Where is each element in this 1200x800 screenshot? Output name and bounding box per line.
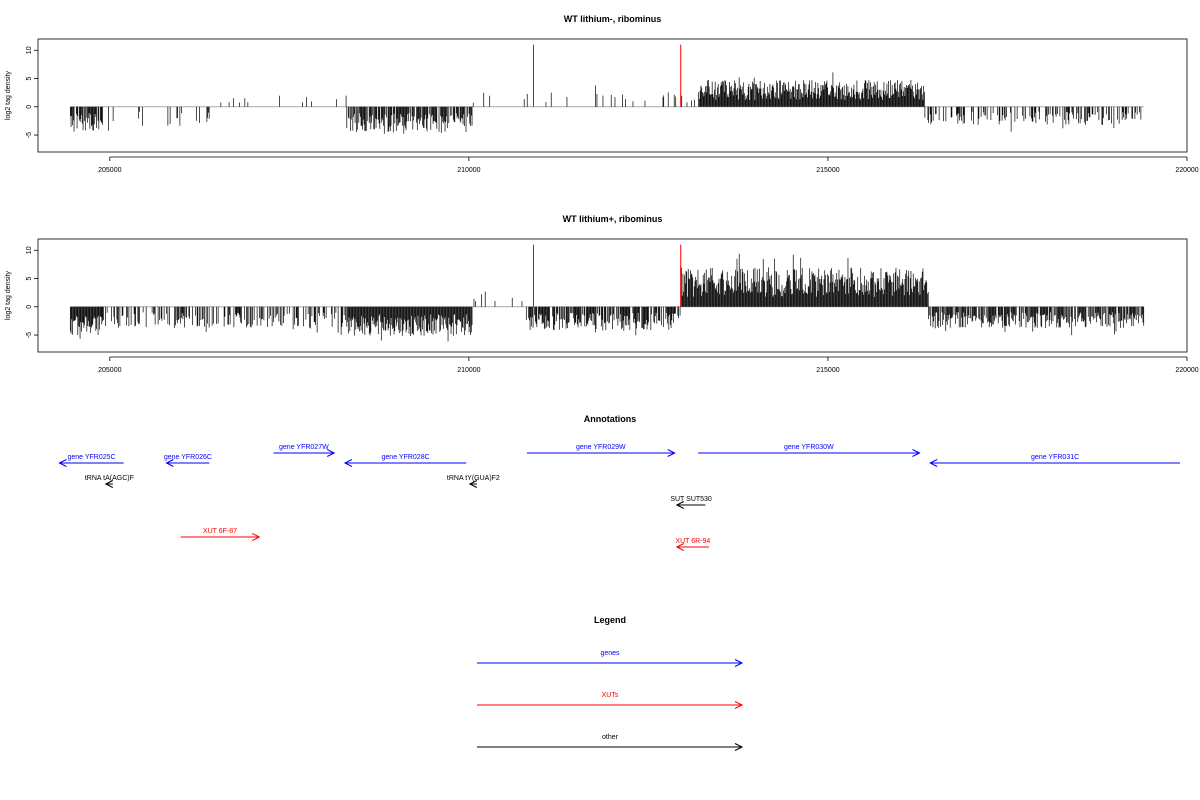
legend-item: other xyxy=(477,734,744,751)
legend-label: genes xyxy=(600,650,620,657)
annotation-feature: gene YFR030W xyxy=(698,444,921,457)
y-tick-label: 5 xyxy=(26,77,33,81)
x-tick-label: 215000 xyxy=(816,167,839,174)
feature-label: gene YFR025C xyxy=(67,454,115,461)
y-tick-label: 10 xyxy=(26,46,33,54)
y-axis-label: log2 tag density xyxy=(5,70,12,120)
annotation-feature: tRNA tY(GUA)F2 xyxy=(447,475,500,488)
y-tick-label: 10 xyxy=(26,246,33,254)
feature-label: gene YFR028C xyxy=(382,454,430,461)
feature-label: tRNA tA(AGC)F xyxy=(85,475,134,482)
feature-label: XUT 6F-87 xyxy=(203,528,237,535)
annotation-feature: gene YFR029W xyxy=(526,444,676,457)
arrow-head xyxy=(929,459,938,467)
annotation-feature: gene YFR027W xyxy=(273,444,336,457)
legend-panel: Legend genes XUTs other xyxy=(477,615,744,751)
annotation-feature: gene YFR031C xyxy=(929,454,1180,467)
annotations-panel: Annotations gene YFR025C gene YFR026C gene … xyxy=(58,414,1180,551)
arrow-head xyxy=(343,459,353,467)
x-tick-label: 220000 xyxy=(1175,167,1198,174)
arrow-head xyxy=(165,459,174,467)
x-axis: 205000 210000 215000 220000 xyxy=(98,356,1199,374)
annotation-feature: gene YFR025C xyxy=(58,454,124,467)
legend-item: genes xyxy=(477,650,744,667)
x-tick-label: 210000 xyxy=(457,367,480,374)
annotation-feature: XUT 6F-87 xyxy=(180,528,261,541)
density-bars xyxy=(69,253,1145,342)
y-tick-label: 0 xyxy=(26,105,33,109)
arrow-head xyxy=(912,449,921,457)
y-tick-label: -5 xyxy=(26,132,33,138)
density-bars xyxy=(69,72,1142,134)
chart-title: WT lithium-, ribominus xyxy=(564,14,662,24)
x-tick-label: 210000 xyxy=(457,167,480,174)
feature-label: gene YFR031C xyxy=(1031,454,1079,461)
annotation-feature: SUT SUT530 xyxy=(670,496,712,509)
legend-title: Legend xyxy=(594,615,626,625)
y-axis: -5 0 5 10 xyxy=(26,46,38,138)
feature-label: gene YFR027W xyxy=(279,444,329,451)
x-tick-label: 205000 xyxy=(98,367,121,374)
y-axis-label: log2 tag density xyxy=(5,270,12,320)
arrow-head xyxy=(58,459,67,467)
arrow-head xyxy=(734,659,744,667)
plot-frame xyxy=(37,38,1188,153)
feature-label: gene YFR026C xyxy=(164,454,212,461)
legend-label: other xyxy=(602,734,619,741)
arrow-head xyxy=(104,480,114,488)
arrow-head xyxy=(675,501,685,509)
x-axis: 205000 210000 215000 220000 xyxy=(98,156,1199,174)
arrow-head xyxy=(734,701,744,709)
y-tick-label: 0 xyxy=(26,305,33,309)
feature-label: SUT SUT530 xyxy=(670,496,712,503)
feature-label: XUT 6R-94 xyxy=(675,538,710,545)
feature-label: tRNA tY(GUA)F2 xyxy=(447,475,500,482)
x-tick-label: 220000 xyxy=(1175,367,1198,374)
y-tick-label: 5 xyxy=(26,277,33,281)
arrow-head xyxy=(468,480,478,488)
track-panel-lithium-minus: WT lithium-, ribominus -5 0 5 10 log2 tag den… xyxy=(5,14,1199,174)
legend-label: XUTs xyxy=(602,692,619,699)
y-tick-label: -5 xyxy=(26,332,33,338)
feature-label: gene YFR029W xyxy=(576,444,626,451)
x-tick-label: 215000 xyxy=(816,367,839,374)
arrow-head xyxy=(326,449,336,457)
arrow-head xyxy=(252,533,261,541)
x-tick-label: 205000 xyxy=(98,167,121,174)
y-axis: -5 0 5 10 xyxy=(26,246,38,338)
annotation-feature: gene YFR026C xyxy=(164,454,212,467)
annotation-feature: tRNA tA(AGC)F xyxy=(85,475,134,488)
arrow-head xyxy=(667,449,676,457)
plot-frame xyxy=(37,238,1188,353)
annotations-title: Annotations xyxy=(584,414,637,424)
track-panel-lithium-plus: WT lithium+, ribominus -5 0 5 10 log2 tag den… xyxy=(5,214,1199,374)
arrow-head xyxy=(734,743,744,751)
feature-label: gene YFR030W xyxy=(784,444,834,451)
chart-title: WT lithium+, ribominus xyxy=(563,214,663,224)
arrow-head xyxy=(675,543,685,551)
annotation-feature: XUT 6R-94 xyxy=(675,538,710,551)
annotation-feature: gene YFR028C xyxy=(343,454,467,467)
legend-item: XUTs xyxy=(477,692,744,709)
